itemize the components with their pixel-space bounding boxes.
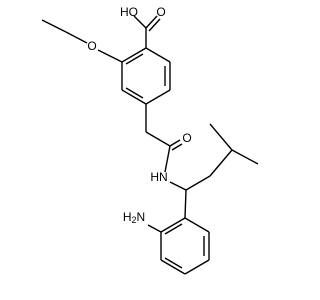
atom-label: O <box>182 131 191 145</box>
atom-labels: HO O O O HN H2N <box>87 5 191 225</box>
atom-label: O <box>156 5 165 19</box>
structure-diagram: HO O O O HN H2N <box>41 5 259 275</box>
atom-label: HO <box>120 5 138 19</box>
atom-label-part: N <box>137 210 146 224</box>
atom-label-subscript: 2 <box>131 215 136 225</box>
atom-label-part: H <box>123 210 132 224</box>
atom-label: HN <box>150 170 167 184</box>
bonds <box>41 15 259 275</box>
atom-label: O <box>87 39 96 53</box>
atom-label: H2N <box>123 210 145 225</box>
